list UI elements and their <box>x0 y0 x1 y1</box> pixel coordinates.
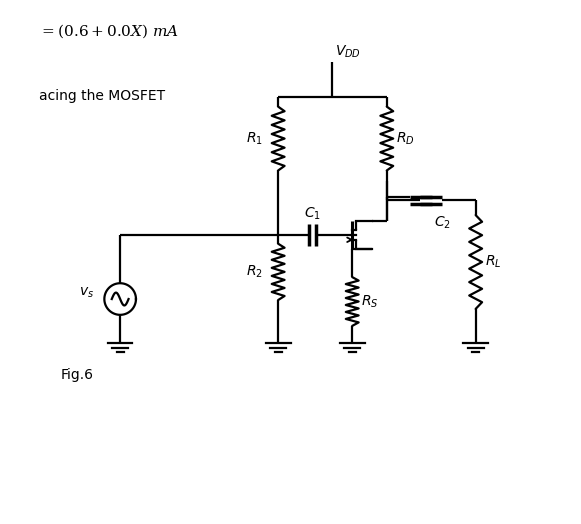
Text: $v_s$: $v_s$ <box>80 286 95 300</box>
Text: $R_L$: $R_L$ <box>485 254 501 270</box>
Text: $R_1$: $R_1$ <box>246 130 263 147</box>
Text: $= (0.6 + 0.0X)\ mA$: $= (0.6 + 0.0X)\ mA$ <box>39 23 178 40</box>
Text: $R_2$: $R_2$ <box>246 264 263 280</box>
Text: $V_{DD}$: $V_{DD}$ <box>335 43 361 60</box>
Text: $C_1$: $C_1$ <box>304 206 321 223</box>
Text: Fig.6: Fig.6 <box>61 368 94 382</box>
Text: acing the MOSFET: acing the MOSFET <box>39 89 165 103</box>
Text: $R_D$: $R_D$ <box>396 130 414 147</box>
Text: $R_S$: $R_S$ <box>361 293 379 310</box>
Text: $C_2$: $C_2$ <box>433 215 451 232</box>
